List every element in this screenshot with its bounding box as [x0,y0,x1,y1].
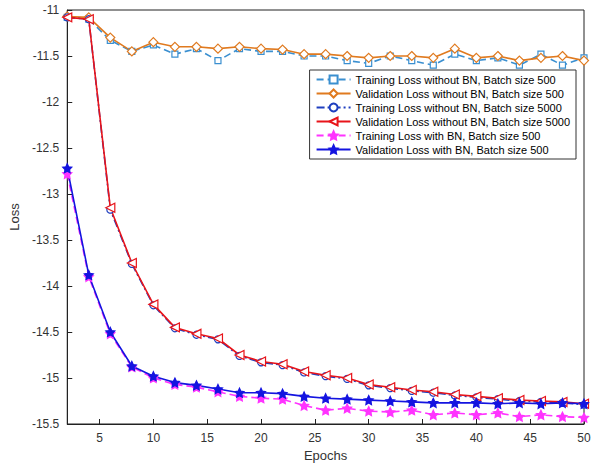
svg-text:-15: -15 [42,371,60,385]
svg-text:Validation Loss without BN, Ba: Validation Loss without BN, Batch size 5… [356,116,570,128]
svg-text:Training Loss without BN, Batc: Training Loss without BN, Batch size 500 [356,74,556,86]
svg-text:-14.5: -14.5 [32,325,60,339]
svg-text:Loss: Loss [7,203,22,231]
svg-text:Training Loss with BN, Batch s: Training Loss with BN, Batch size 500 [356,130,541,142]
svg-text:-11: -11 [43,3,60,17]
svg-text:25: 25 [308,431,322,445]
svg-text:35: 35 [416,431,430,445]
svg-text:Training Loss without BN, Batc: Training Loss without BN, Batch size 500… [356,102,562,114]
svg-text:-13.5: -13.5 [32,233,60,247]
svg-text:Validation Loss with BN, Batch: Validation Loss with BN, Batch size 500 [356,144,549,156]
svg-text:10: 10 [147,431,161,445]
svg-text:20: 20 [254,431,268,445]
svg-text:5: 5 [96,431,103,445]
svg-text:40: 40 [470,431,484,445]
svg-text:15: 15 [201,431,215,445]
svg-text:-15.5: -15.5 [32,417,60,431]
svg-text:-13: -13 [42,187,60,201]
svg-text:-11.5: -11.5 [33,49,60,63]
svg-text:-14: -14 [42,279,60,293]
svg-text:45: 45 [523,431,537,445]
svg-text:Validation Loss without BN, Ba: Validation Loss without BN, Batch size 5… [356,88,564,100]
svg-text:50: 50 [577,431,591,445]
svg-text:30: 30 [362,431,376,445]
svg-text:-12: -12 [42,95,60,109]
svg-text:-12.5: -12.5 [32,141,60,155]
svg-text:Epochs: Epochs [304,448,348,463]
